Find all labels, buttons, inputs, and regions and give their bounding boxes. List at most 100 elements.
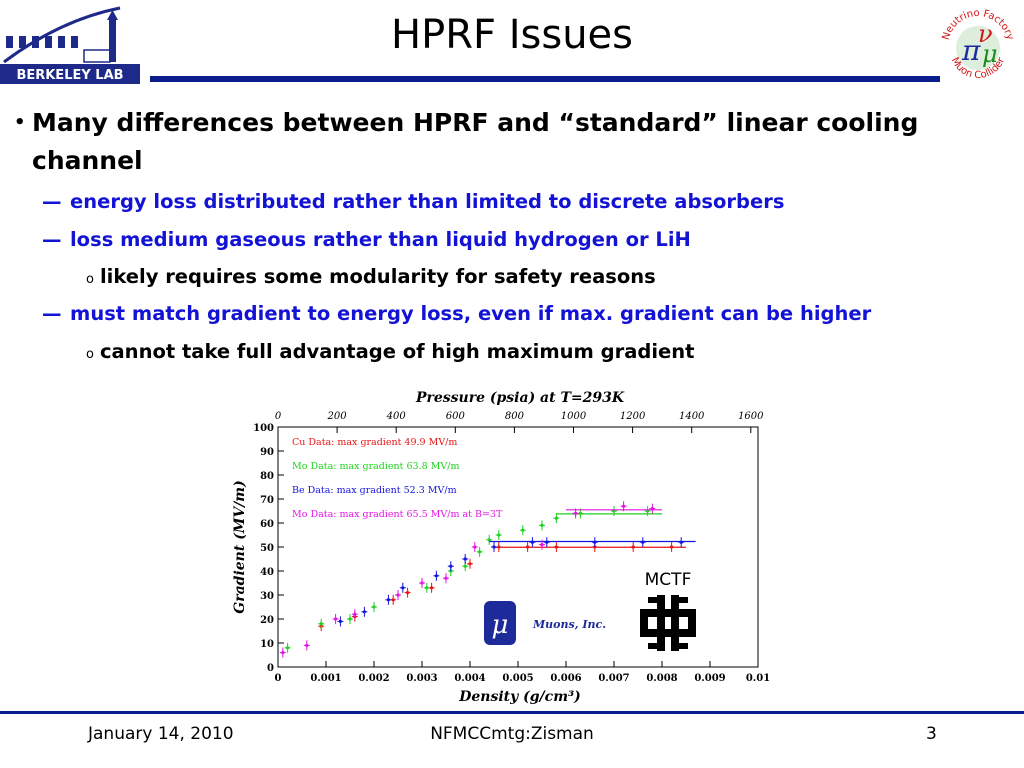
chart-axes: 0 0.001 0.002 0.003 0.004 0.005 0.006 0.007 0.00…: [253, 411, 770, 684]
subbullet-1-text: energy loss distributed rather than limi…: [70, 190, 785, 213]
top-tick-label: 400: [386, 411, 407, 422]
footer-center: NFMCCmtg:Zisman: [430, 724, 594, 744]
data-point: [487, 538, 491, 542]
y-tick-label: 70: [260, 495, 274, 506]
y-tick-label: 80: [260, 471, 274, 482]
subsubbullet-2a-text: likely requires some modularity for safe…: [99, 265, 656, 288]
data-point: [348, 617, 352, 621]
data-point: [391, 598, 395, 602]
x-tick-label: 0.01: [746, 673, 770, 684]
top-tick-label: 1400: [679, 411, 705, 422]
data-point: [670, 545, 674, 549]
data-point: [286, 646, 290, 650]
data-point: [319, 622, 323, 626]
data-point: [578, 511, 582, 515]
y-tick-label: 60: [260, 519, 274, 530]
data-point: [478, 550, 482, 554]
svg-text:ν: ν: [978, 20, 993, 48]
x-tick-label: 0.004: [454, 673, 485, 684]
top-tick-label: 0: [275, 411, 282, 422]
data-point: [593, 540, 597, 544]
x-tick-label: 0.005: [502, 673, 533, 684]
data-point: [650, 507, 654, 511]
y-tick-label: 20: [260, 615, 274, 626]
data-point: [420, 581, 424, 585]
data-point: [492, 545, 496, 549]
data-point: [449, 564, 453, 568]
data-point: [679, 540, 683, 544]
data-point: [386, 598, 390, 602]
y-tick-label: 0: [267, 663, 274, 674]
data-point: [362, 610, 366, 614]
data-series: [279, 501, 662, 658]
data-point: [497, 545, 501, 549]
bullet-marker: •: [14, 112, 26, 133]
muons-inc-logo: μ Muons, Inc.: [484, 601, 606, 645]
muons-inc-badge: [484, 601, 516, 645]
y-tick-label: 90: [260, 447, 274, 458]
top-tick-label: 800: [505, 411, 525, 422]
svg-text:μ: μ: [982, 40, 998, 68]
data-point: [622, 504, 626, 508]
chart-title: Pressure (psia) at T=293K: [415, 390, 625, 406]
berkeley-lab-text: BERKELEY LAB: [16, 68, 123, 83]
data-point: [396, 593, 400, 597]
x-tick-label: 0.001: [310, 673, 341, 684]
data-series: [337, 537, 696, 627]
data-point: [338, 619, 342, 623]
data-point: [540, 543, 544, 547]
y-axis-label: Gradient (MV/m): [232, 480, 248, 613]
y-tick-label: 30: [260, 591, 274, 602]
data-point: [305, 643, 309, 647]
data-point: [641, 540, 645, 544]
legend-entry: Mo Data: max gradient 63.8 MV/m: [292, 461, 459, 472]
data-point: [530, 540, 534, 544]
footer-page-number: 3: [926, 724, 937, 744]
data-point: [430, 586, 434, 590]
x-tick-label: 0.002: [358, 673, 389, 684]
x-axis-label: Density (g/cm³): [458, 689, 581, 705]
data-point: [425, 586, 429, 590]
data-point: [401, 586, 405, 590]
top-tick-label: 200: [327, 411, 348, 422]
chart-series: [279, 501, 696, 658]
circle-marker: o: [86, 272, 94, 287]
mctf-label: MCTF: [645, 570, 692, 590]
subsubbullet-3a: o cannot take full advantage of high maxi…: [86, 340, 694, 363]
chart-legend: Cu Data: max gradient 49.9 MV/m Mo Data: …: [292, 437, 503, 520]
gradient-chart: Pressure (psia) at T=293K 0 0.001 0.002 0.0…: [230, 385, 770, 707]
mu-icon: μ: [492, 610, 509, 640]
top-tick-label: 1000: [561, 411, 587, 422]
mctf-logo: MCTF: [640, 570, 696, 651]
gradient-chart-svg: Pressure (psia) at T=293K 0 0.001 0.002 0.0…: [232, 390, 770, 705]
subsubbullet-2a: o likely requires some modularity for saf…: [86, 265, 656, 288]
subbullet-1: — energy loss distributed rather than lim…: [42, 190, 784, 213]
x-tick-label: 0.006: [550, 673, 581, 684]
data-point: [463, 564, 467, 568]
y-tick-label: 10: [260, 639, 274, 650]
data-point: [372, 605, 376, 609]
data-point: [463, 557, 467, 561]
data-point: [554, 516, 558, 520]
y-tick-label: 50: [260, 543, 274, 554]
subbullet-3-text: must match gradient to energy loss, even…: [70, 302, 872, 325]
main-bullet-text: Many differences between HPRF and “stand…: [32, 108, 919, 175]
muons-inc-label: Muons, Inc.: [532, 618, 606, 631]
legend-entry: Mo Data: max gradient 65.5 MV/m at B=3T: [292, 509, 503, 520]
data-point: [497, 533, 501, 537]
data-point: [540, 523, 544, 527]
data-point: [631, 545, 635, 549]
legend-entry: Cu Data: max gradient 49.9 MV/m: [292, 437, 457, 448]
data-point: [473, 545, 477, 549]
x-tick-label: 0.007: [598, 673, 629, 684]
data-point: [526, 545, 530, 549]
data-point: [334, 617, 338, 621]
slide-title: HPRF Issues: [391, 12, 633, 58]
fermilab-icon: [640, 595, 696, 651]
data-point: [554, 545, 558, 549]
berkeley-lab-logo: BERKELEY LAB: [0, 0, 140, 88]
dash-marker: —: [42, 302, 62, 325]
subbullet-2-text: loss medium gaseous rather than liquid h…: [70, 228, 691, 251]
data-point: [281, 651, 285, 655]
data-point: [545, 540, 549, 544]
